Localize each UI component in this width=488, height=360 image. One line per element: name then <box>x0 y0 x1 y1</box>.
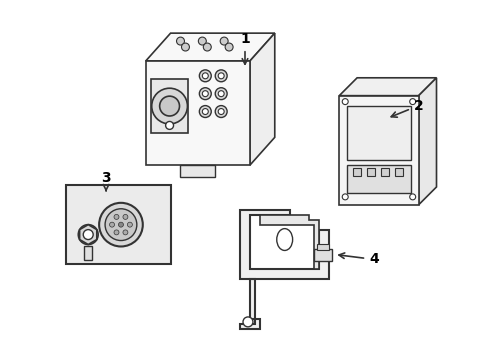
Circle shape <box>409 194 415 200</box>
Circle shape <box>105 209 137 240</box>
Circle shape <box>215 88 226 100</box>
FancyBboxPatch shape <box>84 247 92 260</box>
Circle shape <box>114 215 119 219</box>
FancyBboxPatch shape <box>314 249 332 261</box>
Text: 1: 1 <box>240 32 249 64</box>
Circle shape <box>181 43 189 51</box>
FancyBboxPatch shape <box>380 168 388 176</box>
Circle shape <box>218 73 224 79</box>
Polygon shape <box>249 33 274 165</box>
Circle shape <box>122 215 128 219</box>
Circle shape <box>202 109 208 114</box>
Circle shape <box>342 99 347 105</box>
Circle shape <box>199 70 211 82</box>
Polygon shape <box>240 210 328 329</box>
Circle shape <box>118 222 123 227</box>
FancyBboxPatch shape <box>150 79 188 133</box>
Circle shape <box>199 88 211 100</box>
FancyBboxPatch shape <box>352 168 360 176</box>
FancyBboxPatch shape <box>346 105 410 160</box>
FancyBboxPatch shape <box>366 168 374 176</box>
Circle shape <box>165 121 173 129</box>
FancyBboxPatch shape <box>394 168 402 176</box>
Circle shape <box>203 43 211 51</box>
Circle shape <box>109 222 114 227</box>
Polygon shape <box>339 78 436 96</box>
Circle shape <box>160 96 179 116</box>
Circle shape <box>83 230 93 239</box>
Circle shape <box>243 317 252 327</box>
Polygon shape <box>254 215 319 269</box>
FancyBboxPatch shape <box>145 61 249 165</box>
Text: 3: 3 <box>101 171 111 191</box>
Circle shape <box>215 70 226 82</box>
Circle shape <box>218 91 224 96</box>
Polygon shape <box>145 33 274 61</box>
Text: 2: 2 <box>390 99 423 117</box>
Circle shape <box>151 88 187 124</box>
Ellipse shape <box>276 229 292 251</box>
FancyBboxPatch shape <box>339 96 418 205</box>
Circle shape <box>78 225 98 244</box>
Circle shape <box>122 230 128 235</box>
Circle shape <box>127 222 132 227</box>
Polygon shape <box>80 225 97 244</box>
FancyBboxPatch shape <box>346 165 410 193</box>
Circle shape <box>342 194 347 200</box>
FancyBboxPatch shape <box>180 165 215 177</box>
Circle shape <box>409 99 415 105</box>
FancyBboxPatch shape <box>317 244 328 251</box>
Text: 4: 4 <box>338 252 378 266</box>
Circle shape <box>224 43 233 51</box>
Circle shape <box>99 203 142 247</box>
Circle shape <box>176 37 184 45</box>
FancyBboxPatch shape <box>66 185 170 264</box>
Circle shape <box>220 37 228 45</box>
Circle shape <box>114 230 119 235</box>
Circle shape <box>202 91 208 96</box>
Circle shape <box>198 37 206 45</box>
Circle shape <box>215 105 226 117</box>
Polygon shape <box>418 78 436 205</box>
Circle shape <box>218 109 224 114</box>
Circle shape <box>199 105 211 117</box>
Circle shape <box>202 73 208 79</box>
